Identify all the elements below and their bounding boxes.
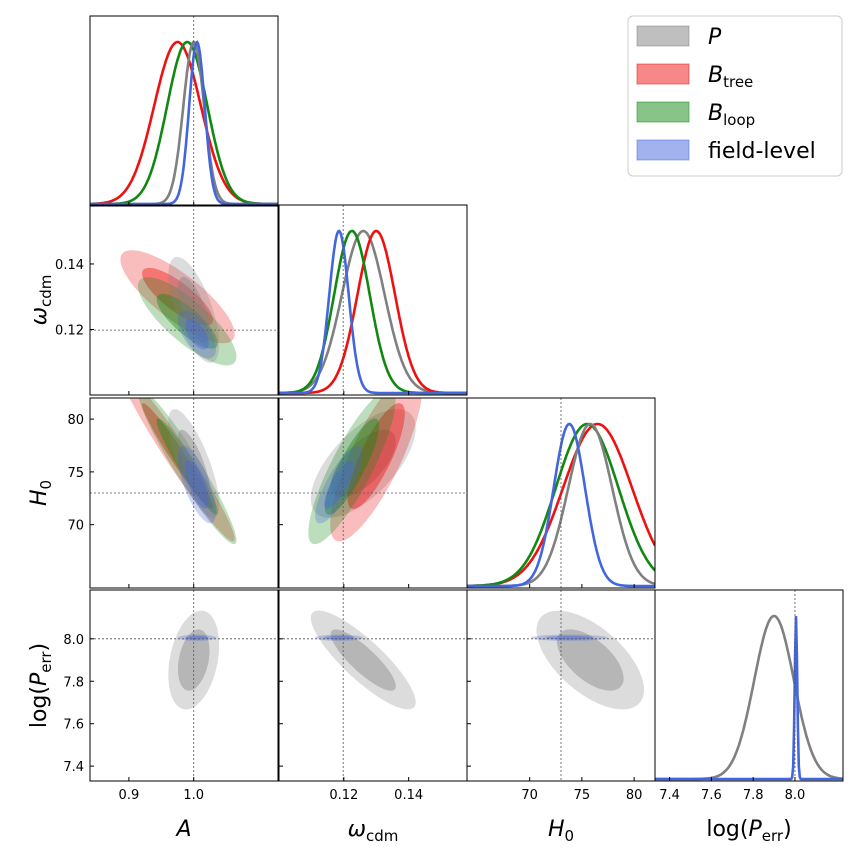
marginal-logPerr-P bbox=[655, 614, 843, 781]
contour-95-field_level bbox=[531, 634, 608, 641]
marginal-A-P bbox=[90, 40, 278, 206]
marginal-panel-logPerr bbox=[654, 589, 844, 782]
contour-95-field_level bbox=[315, 634, 363, 641]
legend-label-P: P bbox=[708, 25, 722, 50]
contour-95-field_level bbox=[177, 445, 216, 524]
y-tick-label-logPerr: 7.4 bbox=[63, 760, 84, 775]
contour-68-B_loop bbox=[156, 418, 218, 515]
marginal-A-field_level bbox=[90, 40, 278, 206]
legend-swatch-field_level bbox=[636, 139, 690, 161]
axis-label-omega_cdm: ωcdm bbox=[27, 275, 55, 326]
marginal-omega_cdm-B_loop bbox=[279, 229, 467, 395]
panel-frame bbox=[89, 397, 279, 589]
x-tick-label-logPerr: 8.0 bbox=[785, 788, 806, 803]
x-tick-label-omega_cdm: 0.14 bbox=[394, 788, 423, 803]
contour-panel-H0-vs-omega_cdm bbox=[278, 397, 468, 589]
y-tick-label-omega_cdm: 0.14 bbox=[55, 258, 84, 273]
contour-panel-H0-vs-A bbox=[89, 397, 279, 589]
contour-95-field_level bbox=[177, 310, 216, 359]
contour-68-P bbox=[178, 629, 210, 691]
contour-68-B_loop bbox=[156, 293, 218, 349]
legend-box bbox=[627, 15, 843, 177]
x-tick-label-logPerr: 7.8 bbox=[743, 788, 764, 803]
marginal-A-B_loop bbox=[90, 40, 278, 206]
x-tick-label-A: 0.9 bbox=[119, 788, 140, 803]
x-tick-label-H0: 80 bbox=[626, 788, 643, 803]
legend-swatch-B_tree bbox=[636, 63, 690, 85]
panel-frame bbox=[654, 589, 844, 782]
axis-label-omega_cdm: ωcdm bbox=[348, 817, 399, 845]
marginal-logPerr-field_level bbox=[655, 615, 843, 781]
axis-label-logPerr: log(Perr) bbox=[706, 817, 791, 845]
x-tick-label-logPerr: 7.4 bbox=[659, 788, 680, 803]
marginal-H0-field_level bbox=[467, 422, 655, 588]
contour-95-B_loop bbox=[138, 277, 237, 366]
axis-label-A: A bbox=[174, 817, 191, 842]
x-tick-label-H0: 75 bbox=[574, 788, 591, 803]
contour-95-B_loop bbox=[138, 398, 237, 545]
contour-95-B_loop bbox=[308, 398, 396, 545]
y-tick-label-omega_cdm: 0.12 bbox=[55, 323, 84, 338]
contour-68-B_tree bbox=[142, 267, 213, 326]
axis-label-H0: H0 bbox=[548, 817, 574, 845]
y-tick-label-H0: 70 bbox=[67, 519, 84, 534]
y-tick-label-H0: 80 bbox=[67, 413, 84, 428]
panel-frame bbox=[278, 204, 468, 396]
contour-68-field_level bbox=[185, 460, 209, 509]
panel-frame bbox=[89, 15, 279, 207]
contour-panel-logPerr-vs-A bbox=[89, 589, 279, 782]
legend-label-B_loop: Bloop bbox=[708, 101, 755, 129]
x-tick-label-omega_cdm: 0.12 bbox=[329, 788, 358, 803]
x-tick-label-H0: 70 bbox=[521, 788, 538, 803]
legend-swatch-B_loop bbox=[636, 101, 690, 123]
contour-95-P bbox=[310, 409, 416, 518]
y-tick-label-logPerr: 7.8 bbox=[63, 675, 84, 690]
contour-95-B_tree bbox=[129, 398, 235, 542]
contour-95-P bbox=[310, 610, 416, 710]
contour-95-B_tree bbox=[120, 250, 235, 344]
panel-frame bbox=[466, 589, 656, 782]
y-tick-label-logPerr: 7.6 bbox=[63, 718, 84, 733]
marginal-panel-A bbox=[89, 15, 279, 207]
marginal-panel-omega_cdm bbox=[278, 204, 468, 396]
contour-68-field_level bbox=[545, 635, 594, 640]
contour-panel-logPerr-vs-H0 bbox=[466, 589, 656, 782]
contour-68-B_loop bbox=[324, 418, 379, 515]
contour-95-field_level bbox=[315, 445, 363, 524]
contour-panel-omega_cdm-vs-A bbox=[89, 204, 279, 396]
y-tick-label-logPerr: 8.0 bbox=[63, 633, 84, 648]
panel-frame bbox=[89, 589, 279, 782]
marginal-A-B_tree bbox=[90, 40, 278, 206]
x-tick-label-logPerr: 7.6 bbox=[701, 788, 722, 803]
contour-95-B_tree bbox=[330, 398, 422, 542]
contour-68-B_tree bbox=[142, 403, 213, 509]
marginal-panel-H0 bbox=[466, 397, 656, 589]
contour-68-P bbox=[330, 429, 396, 498]
contour-68-field_level bbox=[185, 319, 209, 350]
legend-label-field_level: field-level bbox=[708, 139, 816, 164]
contour-68-P bbox=[330, 629, 396, 691]
contour-68-B_tree bbox=[347, 403, 405, 509]
contour-68-field_level bbox=[324, 460, 354, 509]
contour-68-P bbox=[556, 629, 624, 691]
contour-95-P bbox=[168, 610, 220, 710]
axis-label-logPerr: log(Perr) bbox=[27, 643, 55, 728]
contour-95-field_level bbox=[177, 634, 216, 641]
marginal-omega_cdm-field_level bbox=[279, 229, 467, 395]
panel-frame bbox=[89, 204, 279, 396]
axis-label-H0: H0 bbox=[27, 480, 55, 506]
y-tick-label-H0: 75 bbox=[67, 466, 84, 481]
contour-panel-logPerr-vs-omega_cdm bbox=[278, 589, 468, 782]
panel-frame bbox=[278, 397, 468, 589]
contour-95-P bbox=[536, 610, 644, 710]
legend-label-B_tree: Btree bbox=[708, 63, 753, 91]
legend-swatch-P bbox=[636, 25, 690, 47]
legend: P Btree Bloop field-level bbox=[627, 15, 843, 177]
x-tick-label-A: 1.0 bbox=[183, 788, 204, 803]
